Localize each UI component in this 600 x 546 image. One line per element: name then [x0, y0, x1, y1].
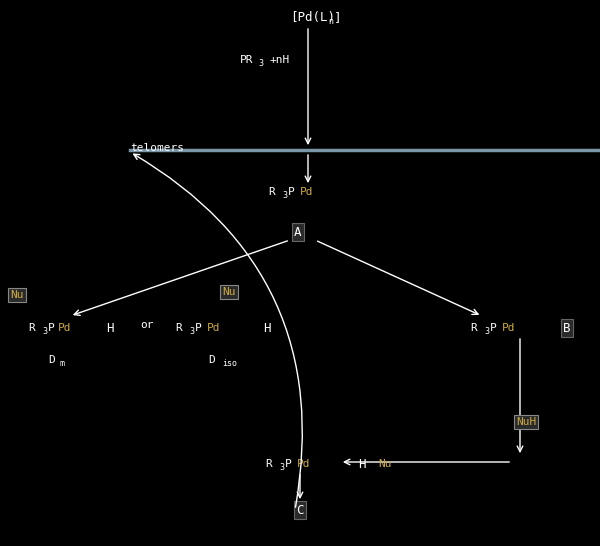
Text: 3: 3	[189, 328, 194, 336]
Text: Nu: Nu	[10, 290, 23, 300]
Text: PR: PR	[240, 55, 254, 65]
Text: B: B	[563, 322, 571, 335]
Text: P: P	[195, 323, 202, 333]
Text: NuH: NuH	[516, 417, 536, 427]
Text: 3: 3	[484, 328, 489, 336]
Text: ]: ]	[334, 11, 341, 25]
Text: Pd: Pd	[297, 459, 311, 469]
Text: Pd: Pd	[207, 323, 221, 333]
Text: [Pd(L): [Pd(L)	[290, 11, 335, 25]
Text: R: R	[470, 323, 477, 333]
Text: or: or	[140, 320, 154, 330]
Text: P: P	[288, 187, 295, 197]
Text: iso: iso	[222, 359, 237, 369]
Text: P: P	[490, 323, 497, 333]
Text: R: R	[268, 187, 275, 197]
Text: C: C	[296, 503, 304, 517]
Text: 3: 3	[282, 192, 287, 200]
Text: telomers: telomers	[130, 143, 184, 153]
Text: 3: 3	[258, 60, 263, 68]
Text: Nu: Nu	[222, 287, 235, 297]
Text: Pd: Pd	[300, 187, 314, 197]
Text: R: R	[175, 323, 182, 333]
Text: 3: 3	[279, 464, 284, 472]
Text: P: P	[285, 459, 292, 469]
Text: A: A	[294, 225, 302, 239]
Text: H: H	[358, 458, 365, 471]
Text: R: R	[265, 459, 272, 469]
Text: D: D	[48, 355, 55, 365]
Text: Pd: Pd	[502, 323, 515, 333]
Text: D: D	[208, 355, 215, 365]
Text: P: P	[48, 323, 55, 333]
Text: m: m	[60, 359, 65, 369]
Text: H: H	[106, 322, 113, 335]
Text: n: n	[328, 17, 333, 27]
Text: Nu: Nu	[378, 459, 392, 469]
Text: R: R	[28, 323, 35, 333]
Text: Pd: Pd	[58, 323, 71, 333]
Text: +nH: +nH	[270, 55, 290, 65]
Text: H: H	[263, 322, 271, 335]
Text: 3: 3	[42, 328, 47, 336]
